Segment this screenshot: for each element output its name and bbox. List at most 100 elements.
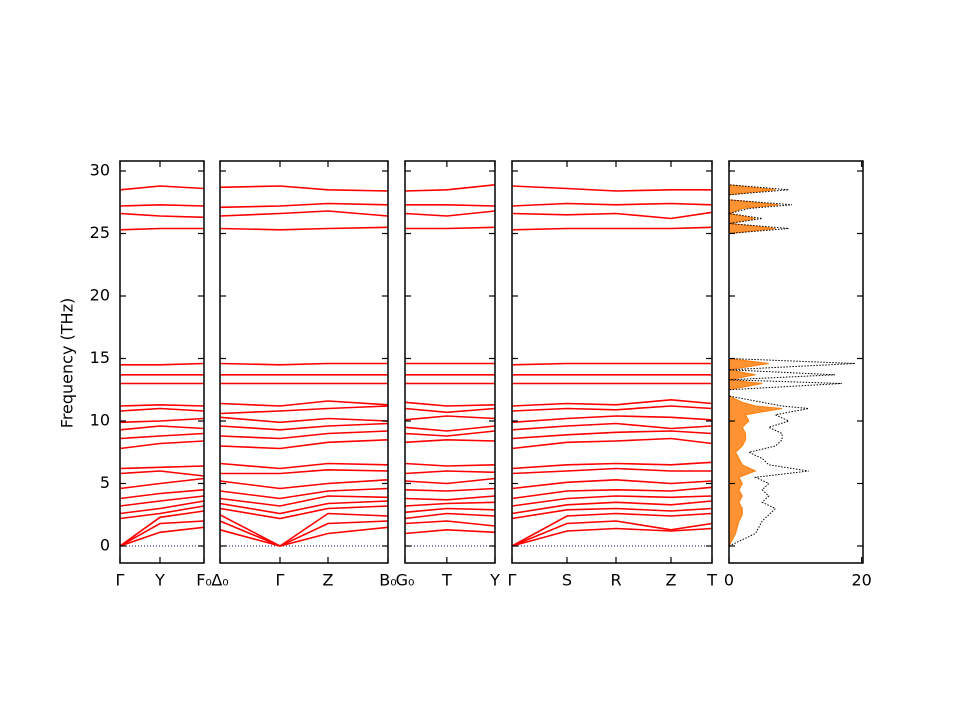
band — [405, 226, 496, 230]
band — [219, 226, 389, 231]
panel-frame — [219, 160, 389, 564]
band — [404, 487, 496, 492]
band — [511, 507, 713, 520]
band — [511, 512, 713, 547]
x-tick-label: Γ — [508, 571, 517, 590]
band — [404, 495, 496, 501]
band — [405, 204, 496, 207]
band — [404, 507, 496, 514]
band — [119, 425, 205, 431]
band — [511, 527, 713, 547]
y-tick-label: 10 — [90, 411, 110, 430]
band — [404, 210, 496, 217]
band — [219, 210, 389, 217]
band — [511, 430, 713, 440]
dos-curve — [727, 184, 783, 547]
band — [119, 185, 205, 191]
x-tick-label: Γ — [276, 571, 285, 590]
band — [404, 415, 496, 421]
band — [119, 203, 205, 207]
band — [219, 505, 389, 520]
x-tick-label: Δ₀ — [211, 571, 228, 590]
y-tick-label: 0 — [100, 536, 110, 555]
panel-frame — [404, 160, 496, 564]
band — [119, 526, 205, 547]
band — [219, 185, 389, 192]
band — [119, 500, 205, 515]
x-tick-label: S — [562, 571, 572, 590]
band — [119, 432, 205, 440]
band — [511, 202, 713, 207]
band — [119, 440, 205, 450]
band — [119, 489, 205, 500]
band — [119, 495, 205, 507]
band — [511, 478, 713, 490]
band — [404, 462, 496, 467]
band — [404, 407, 496, 414]
band — [219, 416, 389, 424]
band — [404, 438, 496, 444]
band — [511, 226, 713, 231]
x-tick-label: G₀ — [396, 571, 415, 590]
band — [219, 520, 389, 547]
band — [219, 422, 389, 431]
band — [119, 470, 205, 477]
band — [404, 477, 496, 485]
band — [219, 430, 389, 440]
band — [119, 510, 205, 547]
x-tick-label: Z — [323, 571, 334, 590]
band — [511, 398, 713, 407]
band — [219, 526, 389, 547]
band — [511, 486, 713, 500]
band — [404, 520, 496, 527]
y-axis-label: Frequency (THz) — [58, 298, 77, 428]
band — [119, 520, 205, 547]
x-tick-label: B₀ — [379, 571, 396, 590]
band — [219, 202, 389, 209]
band — [511, 405, 713, 412]
band — [119, 477, 205, 490]
band — [219, 512, 389, 547]
band — [219, 439, 389, 450]
band — [220, 468, 389, 475]
band — [511, 467, 712, 475]
x-tick-label: T — [441, 571, 452, 590]
band — [404, 470, 496, 475]
x-tick-label: Z — [666, 571, 677, 590]
band — [119, 465, 205, 470]
band — [511, 422, 713, 431]
band — [511, 362, 712, 366]
band — [219, 495, 389, 507]
band — [119, 505, 205, 520]
x-tick-label: F₀ — [196, 571, 212, 590]
y-tick-label: 15 — [90, 348, 110, 367]
y-tick-label: 5 — [100, 473, 110, 492]
band — [404, 184, 496, 192]
band — [119, 403, 205, 407]
band — [511, 520, 713, 547]
y-tick-label: 25 — [90, 223, 110, 242]
band — [404, 501, 496, 507]
band — [219, 500, 389, 515]
x-tick-label: R — [610, 571, 621, 590]
x-tick-label: Y — [489, 571, 500, 590]
band — [511, 415, 713, 424]
x-tick-label: Y — [154, 571, 165, 590]
x-tick-label: 0 — [724, 571, 734, 590]
band — [511, 211, 713, 220]
y-tick-label: 30 — [90, 161, 110, 180]
band — [119, 227, 204, 231]
band — [404, 528, 496, 535]
band — [119, 407, 205, 412]
band — [120, 362, 205, 366]
panel-frame — [511, 160, 713, 564]
band — [511, 185, 712, 192]
band — [404, 401, 496, 407]
band — [219, 405, 389, 415]
x-tick-label: T — [706, 571, 717, 590]
band — [404, 425, 496, 432]
band — [119, 417, 205, 424]
band — [511, 437, 713, 450]
dos-curve — [728, 184, 856, 547]
